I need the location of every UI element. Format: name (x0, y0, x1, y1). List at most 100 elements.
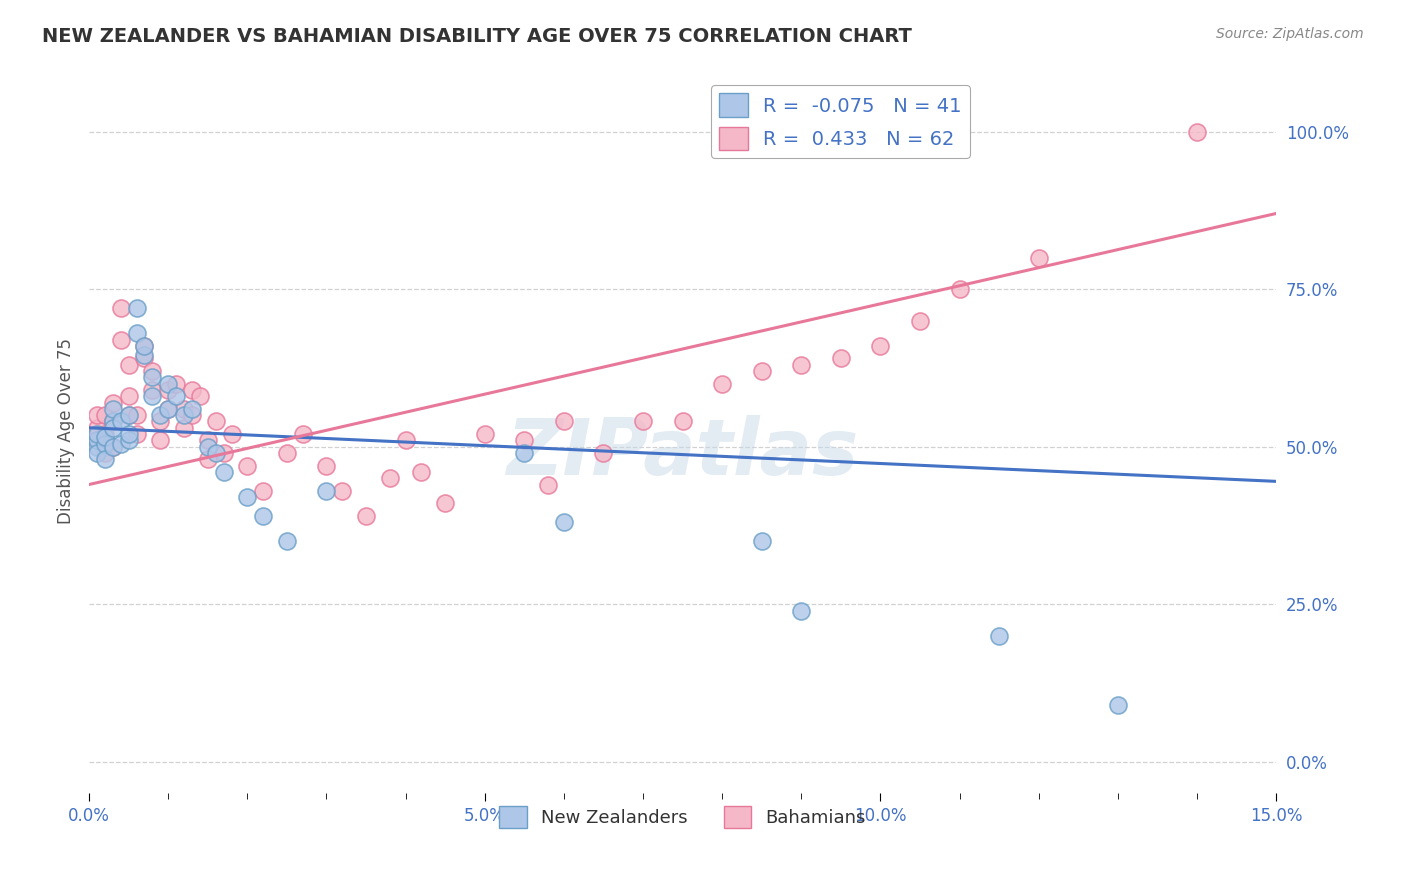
Point (291, 427, 314, 442)
Point (315, 483, 337, 498)
Point (315, 458, 337, 473)
Point (157, 376, 180, 391)
Point (378, 471, 401, 485)
Point (117, 389, 139, 403)
Point (197, 434, 219, 448)
Point (434, 496, 457, 510)
Point (117, 434, 139, 448)
Point (711, 376, 734, 391)
Point (134, 339, 156, 353)
Point (212, 446, 235, 460)
Point (1185, 124, 1208, 138)
Point (276, 446, 298, 460)
Point (592, 446, 614, 460)
Point (188, 389, 211, 403)
Point (173, 408, 195, 422)
Point (94, 436, 117, 450)
Point (125, 326, 148, 341)
Point (94, 430, 117, 444)
Point (751, 534, 773, 549)
Point (94, 452, 117, 467)
Point (165, 376, 187, 391)
Point (830, 351, 852, 366)
Point (110, 436, 132, 450)
Point (149, 408, 172, 422)
Point (276, 534, 298, 549)
Point (869, 339, 891, 353)
Point (181, 408, 204, 422)
Point (141, 370, 163, 384)
Point (751, 364, 773, 378)
Point (197, 440, 219, 454)
Text: Source: ZipAtlas.com: Source: ZipAtlas.com (1216, 27, 1364, 41)
Point (101, 415, 124, 429)
Point (125, 427, 148, 442)
Point (513, 446, 536, 460)
Point (110, 415, 132, 429)
Legend: New Zealanders, Bahamians: New Zealanders, Bahamians (492, 798, 873, 835)
Point (125, 408, 148, 422)
Point (212, 465, 235, 479)
Point (117, 408, 139, 422)
Point (1107, 698, 1129, 712)
Point (553, 415, 575, 429)
Point (157, 401, 180, 416)
Point (94, 427, 117, 442)
Point (86, 446, 108, 460)
Text: ZIPatlas: ZIPatlas (506, 415, 859, 491)
Point (101, 440, 124, 454)
Point (631, 415, 654, 429)
Point (101, 415, 124, 429)
Point (110, 301, 132, 315)
Point (537, 477, 560, 491)
Point (134, 348, 156, 362)
Point (86, 440, 108, 454)
Point (157, 383, 180, 397)
Point (790, 603, 813, 617)
Point (101, 395, 124, 409)
Point (181, 383, 204, 397)
Point (101, 421, 124, 435)
Point (101, 401, 124, 416)
Point (149, 415, 172, 429)
Point (125, 301, 148, 315)
Point (411, 465, 433, 479)
Point (134, 339, 156, 353)
Point (173, 401, 195, 416)
Point (553, 516, 575, 530)
Point (86, 427, 108, 442)
Point (236, 458, 259, 473)
Point (149, 434, 172, 448)
Point (117, 408, 139, 422)
Point (117, 358, 139, 372)
Point (474, 427, 496, 442)
Point (134, 351, 156, 366)
Point (101, 440, 124, 454)
Point (117, 427, 139, 442)
Point (141, 389, 163, 403)
Point (181, 401, 204, 416)
Point (94, 408, 117, 422)
Point (948, 282, 970, 296)
Point (236, 490, 259, 504)
Point (173, 421, 195, 435)
Point (252, 509, 274, 524)
Point (988, 629, 1011, 643)
Point (204, 446, 226, 460)
Point (354, 509, 377, 524)
Point (197, 452, 219, 467)
Point (1028, 251, 1050, 265)
Point (86, 421, 108, 435)
Point (330, 483, 353, 498)
Point (157, 401, 180, 416)
Point (394, 434, 416, 448)
Point (94, 446, 117, 460)
Point (204, 415, 226, 429)
Point (141, 383, 163, 397)
Point (908, 313, 931, 327)
Y-axis label: Disability Age Over 75: Disability Age Over 75 (58, 338, 75, 524)
Point (141, 364, 163, 378)
Point (165, 389, 187, 403)
Point (86, 434, 108, 448)
Point (110, 333, 132, 347)
